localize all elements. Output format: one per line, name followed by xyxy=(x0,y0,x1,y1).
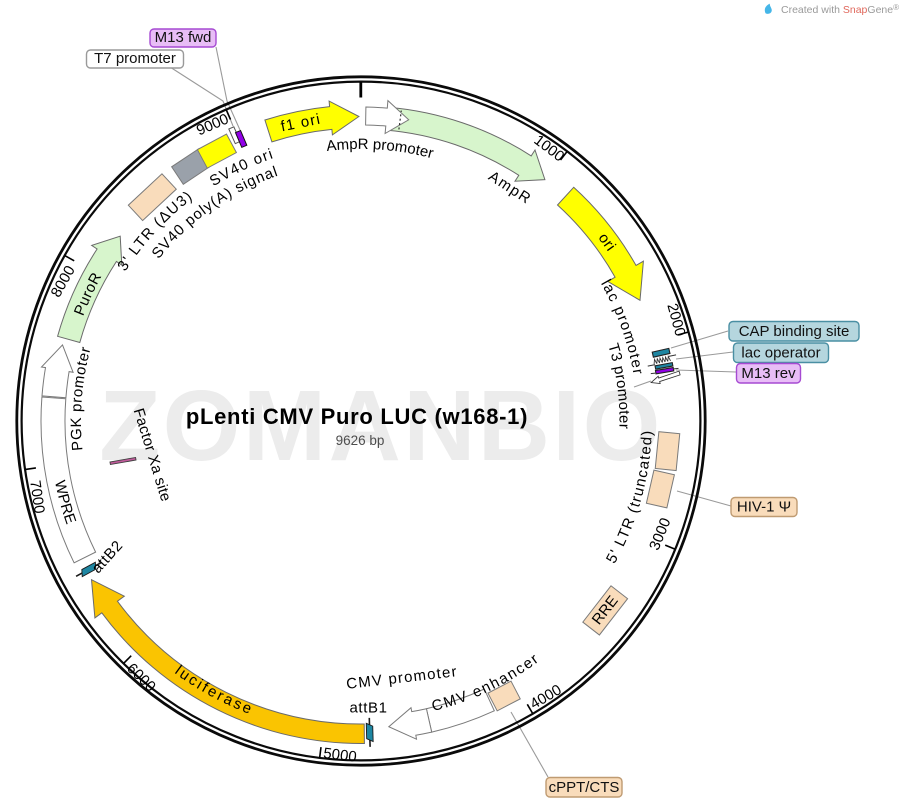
svg-text:9626 bp: 9626 bp xyxy=(336,433,385,448)
svg-text:AmpR promoter: AmpR promoter xyxy=(325,136,435,162)
svg-text:attB1: attB1 xyxy=(349,700,387,717)
svg-text:M13 rev: M13 rev xyxy=(741,365,796,382)
svg-text:attB2: attB2 xyxy=(88,537,126,577)
svg-text:5000: 5000 xyxy=(322,745,357,766)
svg-text:7000: 7000 xyxy=(26,479,48,514)
svg-text:T7 promoter: T7 promoter xyxy=(94,50,176,67)
svg-text:ZOMANBIO: ZOMANBIO xyxy=(99,370,663,482)
svg-text:cPPT/CTS: cPPT/CTS xyxy=(549,779,620,796)
svg-text:4000: 4000 xyxy=(527,681,564,713)
svg-text:M13 fwd: M13 fwd xyxy=(155,29,212,46)
svg-text:lac operator: lac operator xyxy=(741,345,820,362)
svg-text:PGK promoter: PGK promoter xyxy=(68,345,95,452)
svg-text:CAP binding site: CAP binding site xyxy=(739,323,850,340)
svg-text:CMV promoter: CMV promoter xyxy=(345,663,458,693)
svg-text:pLenti CMV Puro LUC (w168-1): pLenti CMV Puro LUC (w168-1) xyxy=(186,404,528,429)
svg-text:HIV-1 Ψ: HIV-1 Ψ xyxy=(737,499,791,516)
svg-text:Created with SnapGene®: Created with SnapGene® xyxy=(781,3,899,16)
